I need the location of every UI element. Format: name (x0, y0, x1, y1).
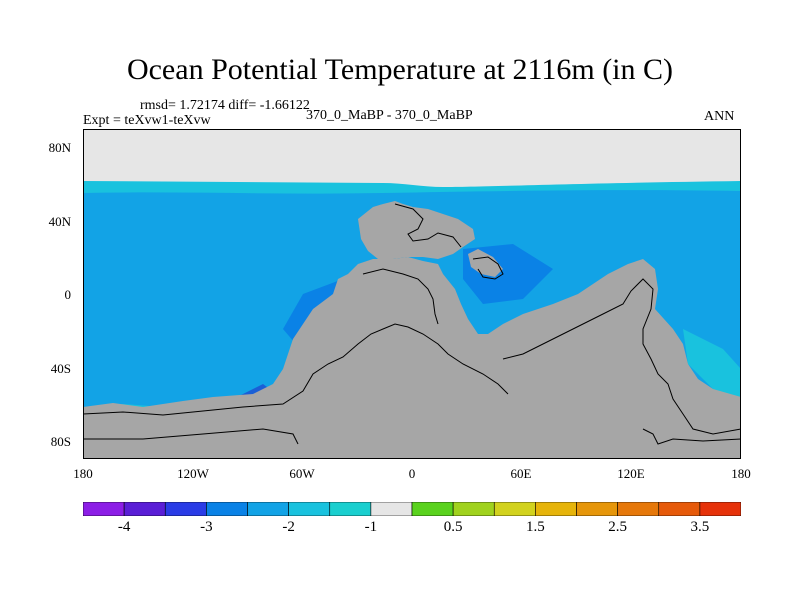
ocean-cyan-area (683, 329, 741, 399)
coastline (502, 278, 741, 435)
colorbar-swatch (123, 502, 166, 516)
colorbar-swatch (576, 502, 618, 516)
lat-tick-label: 80S (50, 434, 71, 449)
landmass-siberia (468, 249, 503, 277)
lat-tick-label: 40N (48, 214, 71, 229)
colorbar-label: 1.5 (526, 519, 545, 535)
colorbar-label: 0.5 (443, 519, 463, 535)
season-label: ANN (704, 109, 735, 124)
lon-tick-label: 60E (510, 466, 532, 481)
map-frame (83, 129, 741, 459)
lat-tick-label: 40S (50, 361, 71, 376)
colorbar-swatch (329, 502, 372, 516)
landmass-gondwana (83, 257, 741, 459)
lat-tick-label: 80N (48, 140, 71, 155)
colorbar-swatch (699, 502, 741, 516)
colorbar-swatch (617, 502, 660, 516)
coastline (472, 256, 504, 280)
lon-tick-label: 120E (617, 466, 645, 481)
lon-tick-label: 120W (177, 466, 209, 481)
lon-tick-label: 180 (73, 466, 93, 481)
lat-tick-label: 0 (64, 287, 72, 302)
colorbar-label: -2 (282, 519, 295, 535)
colorbar-swatch (288, 502, 331, 516)
lon-tick-label: 180 (731, 466, 751, 481)
map-canvas (83, 129, 741, 459)
colorbar-swatch (493, 502, 536, 516)
coastline (394, 203, 462, 248)
stats-text: rmsd= 1.72174 diff= -1.66122 (140, 98, 310, 113)
colorbar-swatch (535, 502, 577, 516)
colorbar-swatch (658, 502, 701, 516)
colorbar-label: -1 (364, 519, 378, 535)
colorbar-label: 2.5 (608, 519, 627, 535)
colorbar-swatch (83, 502, 125, 516)
coastline (642, 428, 741, 445)
colorbar-swatch (164, 502, 207, 516)
colorbar-label: -3 (200, 519, 213, 535)
lon-tick-label: 0 (408, 466, 416, 481)
experiment-label: Expt = teXvw1-teXvw (83, 113, 211, 128)
lon-tick-label: 60W (289, 466, 315, 481)
polar-missing-area (83, 129, 741, 179)
colorbar-swatch (452, 502, 495, 516)
colorbar-swatch (206, 502, 248, 516)
map-panel: 80N 40N 0 40S 80S 180 120W 60W 0 60E 120… (49, 129, 751, 481)
polar-missing-area (83, 179, 741, 187)
coastline (83, 323, 509, 416)
colorbar-swatch (411, 502, 454, 516)
colorbar (83, 502, 741, 516)
colorbar-label: 3.5 (690, 519, 710, 535)
coastline (362, 268, 439, 325)
period-label: 370_0_MaBP - 370_0_MaBP (306, 108, 473, 123)
coastline (83, 428, 299, 445)
colorbar-swatch (247, 502, 289, 516)
colorbar-swatch (370, 502, 413, 516)
colorbar-label: -4 (117, 519, 131, 535)
plot-title: Ocean Potential Temperature at 2116m (in… (126, 53, 674, 86)
